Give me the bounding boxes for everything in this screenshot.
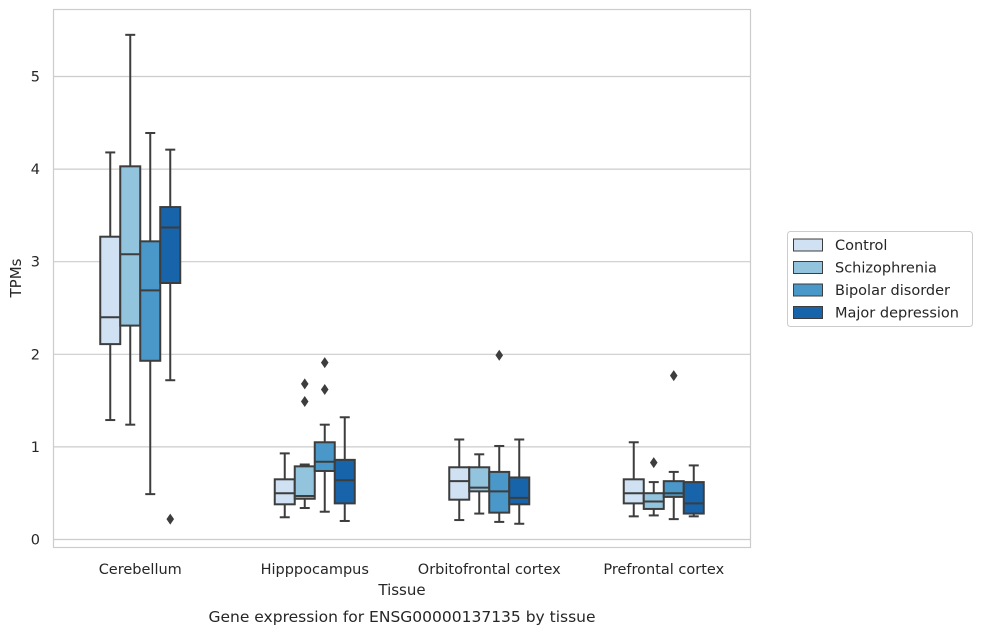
x-tick-label: Cerebellum bbox=[99, 562, 182, 578]
y-tick-label: 1 bbox=[31, 440, 40, 456]
y-tick-label: 5 bbox=[31, 70, 40, 86]
outlier-point bbox=[320, 383, 329, 395]
plot-frame bbox=[52, 8, 752, 549]
box-group bbox=[682, 464, 705, 518]
box bbox=[622, 478, 645, 505]
legend-label: Bipolar disorder bbox=[835, 283, 950, 299]
x-axis-label: Tissue bbox=[377, 581, 425, 599]
y-tick-label: 3 bbox=[31, 255, 40, 271]
y-tick-label: 2 bbox=[31, 347, 40, 363]
box-group bbox=[448, 438, 471, 522]
x-tick-label: Prefrontal cortex bbox=[603, 562, 724, 578]
box-group bbox=[488, 349, 511, 523]
figure-caption: Gene expression for ENSG00000137135 by t… bbox=[208, 608, 595, 626]
box-group bbox=[119, 33, 142, 426]
outlier-point bbox=[649, 457, 658, 469]
box-group bbox=[293, 378, 316, 510]
x-tick-label: Orbitofrontal cortex bbox=[418, 562, 561, 578]
box-group bbox=[313, 357, 336, 513]
box bbox=[448, 466, 471, 501]
y-axis-label: TPMs bbox=[7, 258, 25, 298]
box bbox=[508, 476, 531, 506]
box bbox=[333, 458, 356, 505]
legend-swatch bbox=[793, 306, 823, 319]
box-group bbox=[642, 457, 665, 517]
box-group bbox=[159, 148, 182, 525]
box bbox=[293, 465, 316, 500]
box-group bbox=[273, 452, 296, 519]
box bbox=[273, 478, 296, 506]
outlier-point bbox=[300, 396, 309, 408]
legend-swatch bbox=[793, 261, 823, 274]
y-tick-labels: 0 1 2 3 4 5 bbox=[31, 70, 40, 549]
box bbox=[159, 206, 182, 284]
box-group bbox=[99, 151, 122, 422]
box bbox=[99, 235, 122, 346]
box bbox=[313, 441, 336, 472]
legend: Control Schizophrenia Bipolar disorder Majo… bbox=[787, 231, 973, 327]
x-tick-labels: Cerebellum Hipppocampus Orbitofrontal cort… bbox=[99, 562, 725, 578]
box-group bbox=[468, 453, 491, 515]
legend-label: Control bbox=[835, 238, 887, 254]
legend-label: Major depression bbox=[835, 306, 959, 322]
outlier-point bbox=[669, 370, 678, 382]
box-group bbox=[662, 370, 685, 521]
box-plot-marks bbox=[99, 33, 705, 525]
legend-swatch bbox=[793, 283, 823, 297]
y-tick-label: 4 bbox=[31, 162, 40, 178]
box-group bbox=[508, 438, 531, 525]
legend-swatch bbox=[793, 238, 823, 252]
box-group bbox=[139, 131, 162, 496]
box bbox=[662, 480, 685, 498]
legend-frame bbox=[787, 231, 973, 327]
legend-label: Schizophrenia bbox=[835, 261, 937, 277]
outlier-point bbox=[495, 349, 504, 361]
x-tick-label: Hipppocampus bbox=[261, 562, 369, 578]
outlier-point bbox=[300, 378, 309, 390]
outlier-point bbox=[320, 357, 329, 369]
box-group bbox=[333, 416, 356, 522]
y-tick-label: 0 bbox=[31, 533, 40, 549]
box bbox=[139, 240, 162, 362]
box bbox=[682, 481, 705, 515]
box-group bbox=[622, 441, 645, 518]
box bbox=[119, 165, 142, 327]
outlier-point bbox=[166, 513, 175, 525]
